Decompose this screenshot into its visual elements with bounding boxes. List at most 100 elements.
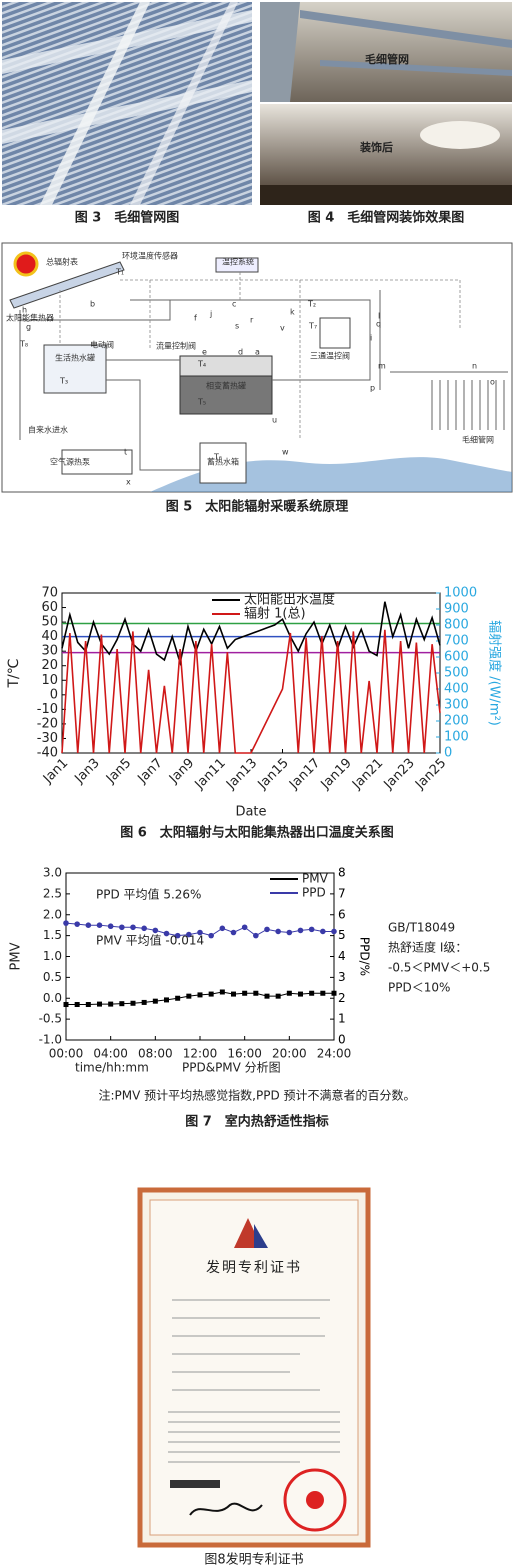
diagram-letter: m (378, 362, 386, 371)
diagram-letter: l (378, 312, 380, 321)
diagram-label: 毛细管网 (462, 435, 494, 445)
annotation: GB/T18049 (388, 921, 455, 935)
diagram-sensor: T₆ (213, 453, 222, 462)
point (275, 993, 281, 999)
y-tick-label: 70 (41, 586, 58, 601)
certificate-title: 发明专利证书 (206, 1260, 302, 1276)
note: 注:PMV 预计平均热感觉指数,PPD 预计不满意者的百分数。 (99, 1088, 416, 1103)
photo-label: 毛细管网 (365, 52, 409, 66)
y2-tick-label: 7 (338, 886, 346, 900)
y-tick-label: 50 (41, 615, 58, 630)
point (331, 990, 337, 996)
point (197, 929, 203, 936)
x-tick-label: Jan3 (71, 756, 102, 787)
y2-tick-label: 700 (444, 634, 469, 649)
diagram-letter: u (272, 416, 277, 425)
diagram-letter: b (90, 300, 95, 309)
diagram-letter: a (255, 348, 260, 357)
x-tick-label: 24:00 (317, 1047, 352, 1061)
diagram-sensor: T₂ (307, 300, 316, 309)
point (208, 932, 214, 939)
caption: 图 3 毛细管网图 (75, 210, 180, 226)
caption: 图 6 太阳辐射与太阳能集热器出口温度关系图 (120, 825, 394, 841)
point (130, 924, 136, 931)
y2-tick-label: 200 (444, 714, 469, 729)
annotation: PPD 平均值 5.26% (96, 887, 201, 902)
x-tick-label: Jan5 (103, 756, 134, 787)
diagram-letter: j (209, 310, 212, 319)
y2-tick-label: 5 (338, 928, 346, 942)
y2-tick-label: 100 (444, 730, 469, 745)
diagram-sensor: T₇ (308, 322, 317, 331)
diagram-label: 蓄热水箱 (207, 457, 239, 467)
y2-tick-label: 900 (444, 602, 469, 617)
diagram-letter: r (250, 316, 254, 325)
annotation: PMV 平均值 -0.014 (96, 933, 204, 948)
point (320, 928, 326, 935)
y2-tick-label: 1000 (444, 586, 477, 601)
x-tick-label: Jan13 (223, 756, 260, 793)
legend-label: PMV (302, 872, 329, 886)
y2-tick-label: 8 (338, 866, 346, 880)
x-tick-label: Jan23 (381, 756, 418, 793)
y2-tick-label: 3 (338, 970, 346, 984)
point (197, 992, 203, 998)
diagram-sensor: T₈ (19, 340, 28, 349)
diagram-label: 空气源热泵 (50, 457, 90, 467)
series-line (61, 601, 441, 667)
diagram-letter: v (280, 324, 285, 333)
diagram-sensor: T₄ (197, 360, 206, 369)
y-tick-label: 30 (41, 644, 58, 659)
x-tick-label: 16:00 (227, 1047, 262, 1061)
point (253, 990, 259, 996)
x-tick-label: Jan17 (286, 756, 323, 793)
diagram-letter: s (235, 322, 239, 331)
x-tick-label: Jan15 (255, 756, 292, 793)
legend-label: PPD (302, 886, 326, 900)
diagram-sensor: T₁ (115, 268, 124, 277)
diagram-letter: t (124, 448, 127, 457)
point (231, 991, 236, 997)
y-tick-label: 40 (41, 629, 58, 644)
legend-label: 辐射 1(总) (244, 606, 306, 622)
point (174, 932, 181, 939)
point (108, 1001, 114, 1007)
diagram-label: 流量控制阀 (156, 341, 196, 351)
caption: 图8发明专利证书 (204, 1552, 303, 1568)
x-tick-label: 04:00 (93, 1047, 128, 1061)
x-tick-label: 08:00 (138, 1047, 173, 1061)
point (74, 1002, 80, 1008)
annotation: 热舒适度 Ⅰ级： (388, 940, 467, 955)
y-tick-label: 10 (41, 673, 58, 688)
diagram-sensor: T₃ (59, 377, 68, 386)
diagram-label: 电动阀 (90, 340, 114, 350)
diagram-letter: w (282, 448, 289, 457)
x-tick-label: 12:00 (183, 1047, 218, 1061)
y2-tick-label: 600 (444, 650, 469, 665)
point (85, 922, 92, 928)
x-axis-label: time/hh:mm (75, 1061, 149, 1075)
point (175, 995, 181, 1001)
diagram-letter: c (232, 300, 236, 309)
y2-axis-label: PPD/% (358, 937, 372, 976)
caption: 图 4 毛细管网装饰效果图 (308, 210, 465, 226)
y-axis-label: T/℃ (6, 659, 22, 689)
point (152, 998, 158, 1004)
point (152, 927, 159, 934)
point (331, 928, 337, 935)
point (297, 927, 304, 934)
diagram-letter: q (376, 320, 381, 329)
point (320, 990, 326, 996)
legend-label: 太阳能出水温度 (244, 592, 335, 608)
system-diagram (1, 242, 513, 493)
y-tick-label: 2.0 (43, 907, 62, 921)
point (63, 1002, 69, 1008)
point (308, 926, 315, 933)
diagram-label: 太阳能集热器 (6, 313, 54, 323)
point (208, 991, 214, 997)
point (186, 931, 192, 938)
y-tick-label: 0 (50, 687, 58, 702)
point (130, 1000, 136, 1006)
diagram-label: 三通温控阀 (310, 351, 350, 361)
y-tick-label: 3.0 (43, 866, 62, 880)
